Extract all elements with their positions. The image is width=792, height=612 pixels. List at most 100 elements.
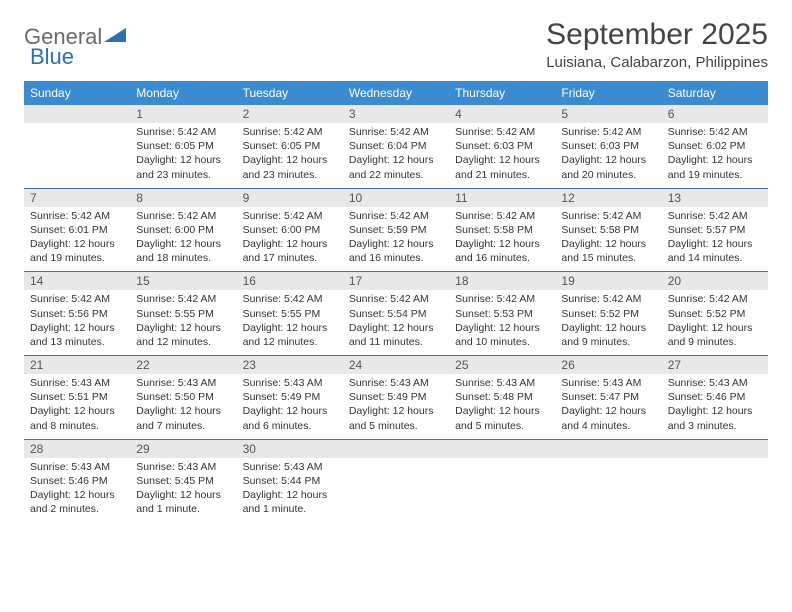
day-number: 13 [662, 189, 768, 207]
day-cell: Sunrise: 5:42 AMSunset: 6:04 PMDaylight:… [343, 123, 449, 188]
sunrise-text: Sunrise: 5:43 AM [561, 376, 655, 390]
day-number: 7 [24, 189, 130, 207]
sunset-text: Sunset: 6:05 PM [243, 139, 337, 153]
day-cell [662, 458, 768, 523]
sunrise-text: Sunrise: 5:42 AM [455, 292, 549, 306]
daylight-text-1: Daylight: 12 hours [136, 321, 230, 335]
daylight-text-2: and 14 minutes. [668, 251, 762, 265]
daylight-text-1: Daylight: 12 hours [561, 404, 655, 418]
day-cell: Sunrise: 5:42 AMSunset: 5:55 PMDaylight:… [237, 290, 343, 355]
day-number: 21 [24, 356, 130, 374]
day-cell: Sunrise: 5:43 AMSunset: 5:45 PMDaylight:… [130, 458, 236, 523]
day-number: 20 [662, 272, 768, 290]
daylight-text-1: Daylight: 12 hours [668, 237, 762, 251]
daylight-text-1: Daylight: 12 hours [30, 404, 124, 418]
week-row: 282930Sunrise: 5:43 AMSunset: 5:46 PMDay… [24, 439, 768, 523]
day-number: 6 [662, 105, 768, 123]
sunset-text: Sunset: 5:59 PM [349, 223, 443, 237]
sunset-text: Sunset: 6:00 PM [243, 223, 337, 237]
sunset-text: Sunset: 6:01 PM [30, 223, 124, 237]
sunset-text: Sunset: 5:55 PM [243, 307, 337, 321]
sunrise-text: Sunrise: 5:43 AM [136, 460, 230, 474]
daylight-text-2: and 13 minutes. [30, 335, 124, 349]
daylight-text-1: Daylight: 12 hours [30, 488, 124, 502]
sunset-text: Sunset: 6:00 PM [136, 223, 230, 237]
title-block: September 2025 Luisiana, Calabarzon, Phi… [546, 18, 768, 71]
day-cell: Sunrise: 5:43 AMSunset: 5:44 PMDaylight:… [237, 458, 343, 523]
day-number: 30 [237, 440, 343, 458]
sunrise-text: Sunrise: 5:43 AM [30, 460, 124, 474]
day-cell: Sunrise: 5:43 AMSunset: 5:46 PMDaylight:… [662, 374, 768, 439]
daylight-text-1: Daylight: 12 hours [561, 237, 655, 251]
calendar: Sunday Monday Tuesday Wednesday Thursday… [24, 81, 768, 522]
day-cell: Sunrise: 5:42 AMSunset: 5:53 PMDaylight:… [449, 290, 555, 355]
day-number: 27 [662, 356, 768, 374]
daylight-text-2: and 1 minute. [243, 502, 337, 516]
daylight-text-2: and 17 minutes. [243, 251, 337, 265]
day-number: 17 [343, 272, 449, 290]
daylight-text-1: Daylight: 12 hours [455, 237, 549, 251]
day-number: 19 [555, 272, 661, 290]
header: General September 2025 Luisiana, Calabar… [24, 18, 768, 71]
day-cell: Sunrise: 5:42 AMSunset: 6:00 PMDaylight:… [237, 207, 343, 272]
daylight-text-1: Daylight: 12 hours [668, 321, 762, 335]
daylight-text-1: Daylight: 12 hours [349, 404, 443, 418]
daylight-text-1: Daylight: 12 hours [455, 321, 549, 335]
sunset-text: Sunset: 5:51 PM [30, 390, 124, 404]
daylight-text-1: Daylight: 12 hours [243, 237, 337, 251]
sunset-text: Sunset: 5:52 PM [668, 307, 762, 321]
weeks-container: 123456Sunrise: 5:42 AMSunset: 6:05 PMDay… [24, 105, 768, 522]
day-number: 10 [343, 189, 449, 207]
sunset-text: Sunset: 5:46 PM [668, 390, 762, 404]
day-cell: Sunrise: 5:42 AMSunset: 6:03 PMDaylight:… [449, 123, 555, 188]
sunset-text: Sunset: 5:53 PM [455, 307, 549, 321]
sunset-text: Sunset: 5:56 PM [30, 307, 124, 321]
day-cell: Sunrise: 5:42 AMSunset: 5:57 PMDaylight:… [662, 207, 768, 272]
day-number: 18 [449, 272, 555, 290]
daylight-text-1: Daylight: 12 hours [243, 153, 337, 167]
sunrise-text: Sunrise: 5:43 AM [349, 376, 443, 390]
day-number: 16 [237, 272, 343, 290]
daylight-text-1: Daylight: 12 hours [561, 153, 655, 167]
daylight-text-2: and 7 minutes. [136, 419, 230, 433]
daylight-text-1: Daylight: 12 hours [561, 321, 655, 335]
day-number-row: 123456 [24, 105, 768, 123]
day-number: 12 [555, 189, 661, 207]
daylight-text-2: and 22 minutes. [349, 168, 443, 182]
daylight-text-2: and 16 minutes. [349, 251, 443, 265]
day-cell: Sunrise: 5:42 AMSunset: 5:54 PMDaylight:… [343, 290, 449, 355]
daylight-text-2: and 1 minute. [136, 502, 230, 516]
day-cell: Sunrise: 5:43 AMSunset: 5:50 PMDaylight:… [130, 374, 236, 439]
daylight-text-2: and 5 minutes. [455, 419, 549, 433]
day-cell: Sunrise: 5:42 AMSunset: 6:00 PMDaylight:… [130, 207, 236, 272]
daylight-text-1: Daylight: 12 hours [455, 404, 549, 418]
daylight-text-2: and 10 minutes. [455, 335, 549, 349]
week-cells: Sunrise: 5:42 AM Sunset: 6:01 PM Daylight:… [24, 207, 768, 272]
day-cell: Sunrise: 5:43 AMSunset: 5:48 PMDaylight:… [449, 374, 555, 439]
day-number: 11 [449, 189, 555, 207]
day-cell: Sunrise: 5:43 AMSunset: 5:49 PMDaylight:… [237, 374, 343, 439]
day-cell: Sunrise: 5:43 AMSunset: 5:49 PMDaylight:… [343, 374, 449, 439]
sunrise-text: Sunrise: 5:42 AM [243, 209, 337, 223]
sunset-text: Sunset: 5:50 PM [136, 390, 230, 404]
day-cell: Sunrise: 5:42 AMSunset: 5:56 PMDaylight:… [24, 290, 130, 355]
sunrise-text: Sunrise: 5:42 AM [30, 292, 124, 306]
sunrise-text: Sunrise: 5:42 AM [136, 209, 230, 223]
daylight-text-1: Daylight: 12 hours [349, 153, 443, 167]
daylight-text-2: and 16 minutes. [455, 251, 549, 265]
day-cell: Sunrise: 5:42 AMSunset: 5:52 PMDaylight:… [662, 290, 768, 355]
day-cell [343, 458, 449, 523]
sunset-text: Sunset: 5:58 PM [455, 223, 549, 237]
sunrise-text: Sunrise: 5:43 AM [243, 460, 337, 474]
sunrise-text: Sunrise: 5:43 AM [30, 376, 124, 390]
daylight-text-1: Daylight: 12 hours [243, 321, 337, 335]
daylight-text-2: and 18 minutes. [136, 251, 230, 265]
sunrise-text: Sunrise: 5:42 AM [349, 125, 443, 139]
sunrise-text: Sunrise: 5:42 AM [668, 125, 762, 139]
sunrise-text: Sunrise: 5:42 AM [455, 125, 549, 139]
day-number [555, 440, 661, 458]
weekday-friday: Friday [555, 81, 661, 105]
daylight-text-2: and 8 minutes. [30, 419, 124, 433]
sunset-text: Sunset: 5:58 PM [561, 223, 655, 237]
logo-triangle-icon [104, 26, 126, 49]
